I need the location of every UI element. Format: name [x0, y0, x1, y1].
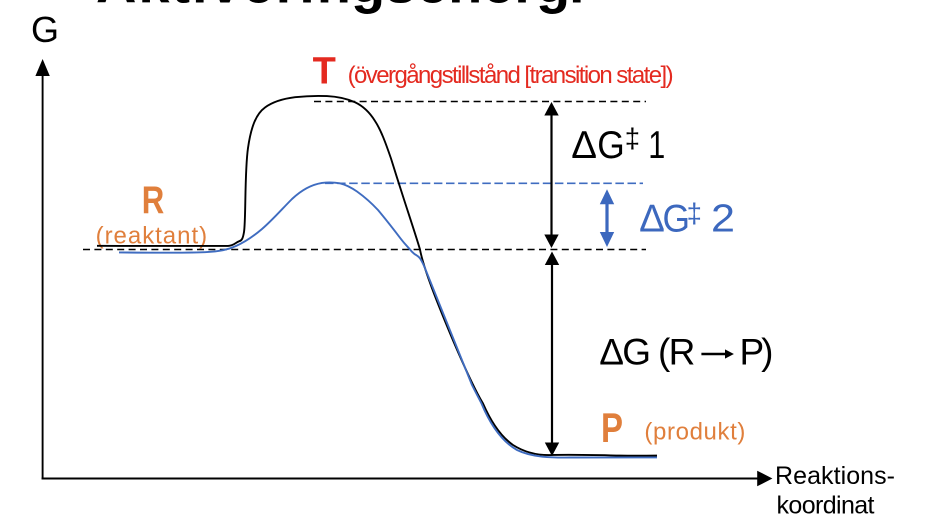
svg-text:(reaktant): (reaktant)	[96, 222, 208, 249]
svg-text:g: g	[536, 0, 570, 15]
svg-text:P: P	[601, 404, 623, 451]
svg-text:koordinat: koordinat	[777, 491, 875, 519]
svg-text:sener: sener	[385, 0, 536, 15]
svg-text:ΔG (R: ΔG (R	[599, 332, 695, 373]
svg-text:G: G	[597, 124, 625, 167]
svg-text:Aktiverin: Aktiverin	[96, 0, 351, 15]
svg-text:g: g	[351, 0, 385, 15]
svg-text:2: 2	[711, 197, 735, 240]
svg-text:(övergångstillstånd [transitio: (övergångstillstånd [transition state])	[348, 62, 674, 89]
svg-text:Δ: Δ	[571, 124, 597, 167]
svg-text:G: G	[663, 197, 691, 240]
svg-text:‡: ‡	[625, 123, 640, 154]
svg-text:‡: ‡	[687, 198, 702, 229]
svg-text:G: G	[31, 9, 59, 50]
svg-text:R: R	[142, 179, 165, 222]
svg-text:T: T	[313, 51, 336, 93]
svg-text:(produkt): (produkt)	[644, 419, 745, 446]
svg-text:i: i	[569, 0, 585, 15]
svg-text:P): P)	[740, 332, 774, 373]
svg-text:Δ: Δ	[639, 197, 665, 240]
svg-text:1: 1	[648, 124, 665, 167]
svg-text:Reaktions-: Reaktions-	[775, 462, 895, 490]
